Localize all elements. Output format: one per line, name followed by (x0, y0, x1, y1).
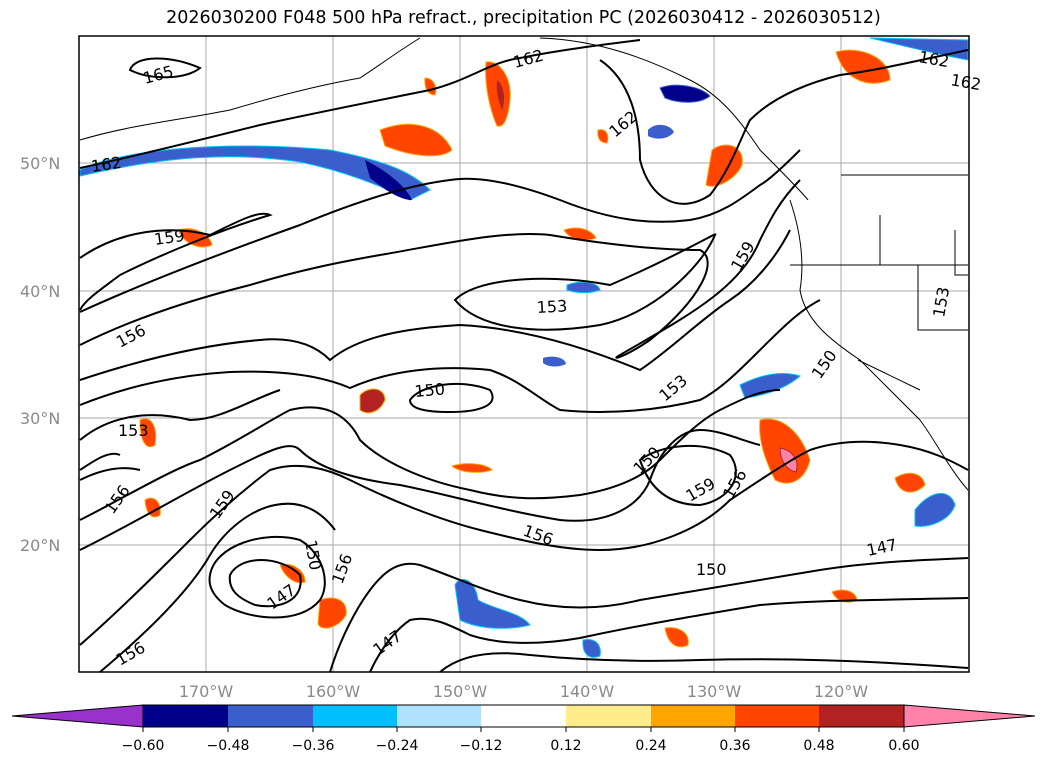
colorbar-swatch (566, 705, 651, 727)
graticule (79, 36, 969, 672)
colorbar-tick-label: 0.36 (719, 738, 750, 754)
lat-label: 40°N (20, 282, 60, 301)
contour-label: 159 (153, 226, 186, 249)
contour-label: 159 (727, 238, 759, 274)
map-border (78, 35, 970, 673)
contour-label: 162 (511, 46, 545, 72)
colorbar-swatch (481, 705, 566, 727)
coastlines (79, 37, 969, 491)
colorbar-tick-label: −0.24 (376, 738, 419, 754)
colorbar-tick-label: 0.24 (635, 738, 666, 754)
colorbar-swatch (313, 705, 397, 727)
colorbar-swatch (228, 705, 313, 727)
contour-label: 150 (696, 560, 727, 579)
contour-label: 153 (536, 296, 567, 317)
contour-label: 153 (655, 371, 691, 405)
contour-label: 153 (118, 421, 149, 440)
lon-label: 160°W (306, 682, 361, 701)
latitude-labels: 50°N 40°N 30°N 20°N (20, 154, 60, 555)
contour-label: 156 (328, 551, 356, 586)
lon-label: 150°W (433, 682, 488, 701)
contour-label: 165 (141, 62, 175, 88)
contour-label: 150 (808, 346, 841, 382)
contour-label: 162 (949, 70, 982, 94)
colorbar-swatch (397, 705, 481, 727)
contour-label: 150 (414, 379, 446, 401)
colorbar-swatch (819, 705, 904, 727)
contour-label: 159 (206, 486, 239, 522)
lat-label: 20°N (20, 536, 60, 555)
colorbar-tick-label: −0.60 (122, 738, 165, 754)
refractivity-contours (79, 39, 969, 673)
lon-label: 120°W (814, 682, 869, 701)
colorbar-right-extension (903, 704, 1036, 728)
contour-label: 153 (929, 285, 953, 318)
colorbar-ticks (142, 727, 905, 732)
colorbar-swatch (651, 705, 735, 727)
lon-label: 130°W (687, 682, 742, 701)
contour-label: 150 (301, 538, 325, 571)
colorbar-tick-label: −0.12 (460, 738, 503, 754)
colorbar-tick-label: 0.48 (803, 738, 834, 754)
contour-label: 150 (629, 443, 664, 478)
lon-label: 140°W (560, 682, 615, 701)
contour-label: 147 (865, 535, 899, 560)
contour-label: 156 (113, 320, 149, 351)
precip-positive-areas (139, 49, 926, 648)
lat-label: 50°N (20, 154, 60, 173)
colorbar-left-extension (11, 704, 144, 728)
contour-label: 156 (113, 638, 149, 670)
colorbar: −0.60 −0.48 −0.36 −0.24 −0.12 0.12 0.24 … (11, 704, 1036, 754)
contour-label: 147 (369, 626, 405, 659)
colorbar-tick-label: −0.36 (292, 738, 335, 754)
lon-label: 170°W (179, 682, 234, 701)
contour-label: 147 (263, 580, 299, 613)
map-title: 2026030200 F048 500 hPa refract., precip… (166, 8, 881, 28)
contour-label: 156 (101, 481, 134, 517)
colorbar-swatch (735, 705, 819, 727)
colorbar-tick-label: 0.12 (550, 738, 581, 754)
colorbar-swatch (143, 705, 228, 727)
precip-negative-areas (79, 37, 969, 658)
colorbar-tick-label: −0.48 (207, 738, 250, 754)
contour-labels: 165 162 162 162 162 162 159 159 159 159 … (90, 46, 983, 670)
contour-label: 162 (605, 107, 641, 141)
contour-label: 162 (917, 47, 950, 71)
colorbar-tick-label: 0.60 (888, 738, 919, 754)
lat-label: 30°N (20, 409, 60, 428)
contour-label: 156 (719, 466, 751, 502)
contour-label: 162 (90, 153, 123, 176)
longitude-labels: 170°W 160°W 150°W 140°W 130°W 120°W (179, 682, 869, 701)
